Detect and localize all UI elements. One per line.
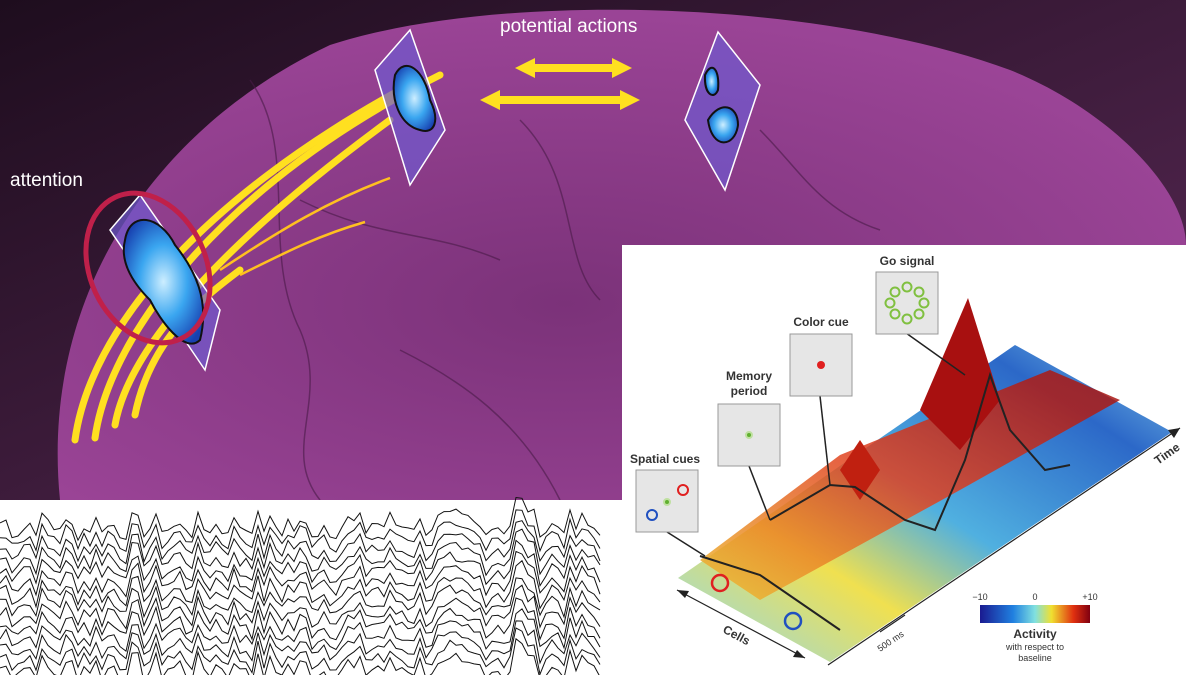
attention-highlight [83,190,213,346]
trace [769,371,1071,532]
label: attention [10,170,83,191]
action-arrows [480,58,640,110]
colorbar-subtitle: baseline [1018,653,1052,663]
arrowhead [1168,428,1180,438]
eeg-panel [0,496,601,675]
arrowhead [677,590,689,598]
marker [783,611,803,631]
eeg-trace [0,528,601,577]
event-label: period [731,384,768,398]
eeg-trace [0,608,601,652]
event-label: Go signal [880,254,935,268]
label: potential actions [500,16,637,37]
surface-ridge [700,370,1120,600]
event-label: Spatial cues [630,452,700,466]
eeg-trace [0,627,601,675]
event-icons [646,281,930,521]
time-axis [827,427,1181,666]
eeg-trace [0,520,601,565]
colorbar [980,605,1090,623]
colorbar-tick: 0 [1032,592,1037,602]
eeg-trace [0,509,601,553]
scale-bar [879,614,906,633]
activity-panel: Spatial cues Memory period Color cue Go … [622,245,1186,675]
colorbar-tick: −10 [972,592,987,602]
eeg-trace [0,597,601,641]
eeg-trace [0,539,601,588]
colorbar-title: Activity [1013,627,1057,641]
cells-axis [676,589,806,659]
eeg-traces [0,496,601,675]
eeg-trace [0,620,601,665]
eeg-trace [0,584,601,630]
eeg-trace [0,577,601,619]
leaders [666,332,966,557]
colorbar-tick: +10 [1082,592,1097,602]
peak [840,440,880,500]
marker [710,573,730,593]
activity-blobs [122,64,740,345]
sulci [249,79,881,501]
eeg-trace [0,496,601,542]
trace [699,555,841,631]
weak-pathways [219,176,391,277]
eeg-trace [0,559,601,610]
event-label: Color cue [793,315,849,329]
colorbar-subtitle: with respect to [1005,642,1064,652]
event-label: Memory [726,369,772,383]
arrowhead [793,650,805,658]
eeg-trace [0,550,601,598]
eeg-trace [0,637,600,675]
